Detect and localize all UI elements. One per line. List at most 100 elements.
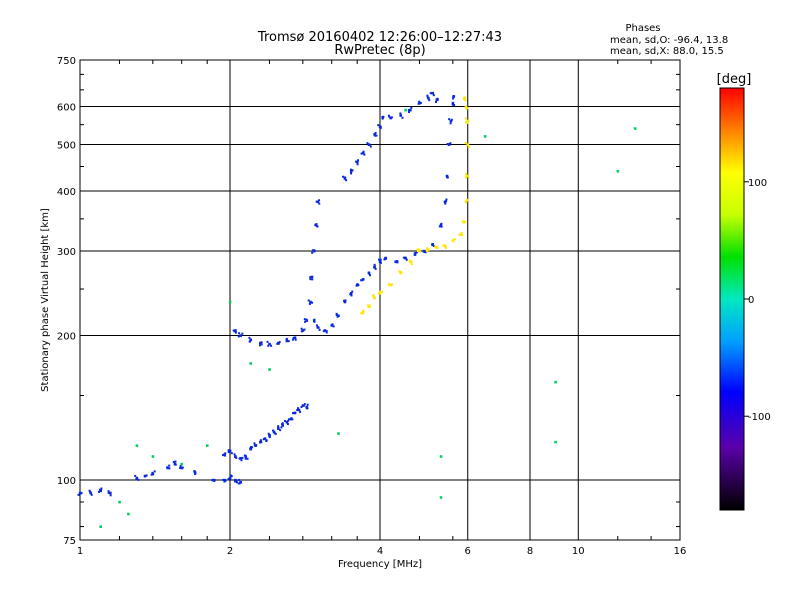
data-point [153,470,156,473]
data-point [463,98,466,101]
data-point [424,251,427,254]
data-point [277,426,280,429]
data-point [239,457,242,460]
phase-info-x: mean, sd,X: 88.0, 15.5 [610,46,724,57]
data-point [166,466,169,469]
data-point [426,95,429,98]
data-point [222,454,225,457]
data-point [402,256,405,259]
phase-info-title: Phases [625,23,660,34]
data-point [318,202,321,205]
data-point [259,344,262,347]
y-tick-label: 400 [57,187,76,198]
data-point [419,101,422,104]
data-point [435,101,438,104]
data-point [315,200,318,203]
data-point [265,440,268,443]
data-point [391,283,394,286]
phase-info-o: mean, sd,O: -96.4, 13.8 [610,35,728,46]
chart-title: Tromsø 20160402 12:26:00–12:27:43 [257,30,502,45]
data-point [418,249,421,253]
data-point [460,231,463,234]
data-point [410,260,413,263]
data-point [357,159,360,162]
data-point [107,491,110,494]
data-point [465,174,469,178]
data-point [227,449,230,452]
data-point [303,403,306,406]
data-point [228,476,232,480]
data-point [443,200,447,204]
data-point [350,294,353,297]
data-point [145,474,148,477]
data-point [367,271,370,274]
data-point [311,251,314,254]
data-point [343,299,346,302]
data-point [446,143,449,146]
data-point [356,163,359,166]
data-point [291,418,294,421]
data-point [151,471,154,474]
data-point [464,142,467,145]
data-point [449,122,452,125]
data-point [429,92,432,95]
data-point [235,481,238,484]
data-point [427,248,430,252]
data-point [228,300,232,304]
data-point [109,491,112,495]
data-point [442,244,445,247]
colorbar-tick-label: 0 [748,295,754,306]
data-point [466,121,469,124]
data-point [230,452,233,455]
data-point [272,429,275,432]
data-point [378,258,381,261]
data-point [351,169,354,172]
colorbar-tick-label: -100 [748,412,771,423]
data-point [355,160,358,163]
data-point [404,256,407,259]
data-point [90,493,93,496]
data-point [453,238,456,241]
data-point [248,340,251,343]
data-point [315,324,318,327]
data-point [260,343,263,346]
data-point [426,248,429,251]
x-tick-label: 6 [465,546,471,557]
data-point [413,252,416,255]
data-point [234,331,237,334]
data-point [415,251,418,254]
data-point [389,116,392,120]
data-point [401,116,404,119]
data-point [240,459,243,462]
data-point [249,338,253,342]
data-point [343,177,347,180]
data-point [267,432,270,435]
data-point [373,266,376,269]
data-point [351,290,354,293]
data-point [366,142,369,145]
data-point [174,463,177,466]
data-point [464,176,467,179]
data-point [465,117,468,120]
colorbar-label: [deg] [717,72,752,87]
data-point [452,239,455,242]
data-point [308,302,311,305]
data-point [413,253,417,256]
data-point [168,467,171,470]
data-point [246,457,249,460]
data-point [107,490,110,493]
data-point [428,99,431,102]
data-point [278,341,281,344]
data-point [262,438,265,441]
data-point [303,318,306,321]
data-point [372,295,375,298]
data-point [179,466,182,469]
data-point [362,278,365,281]
data-point [438,225,441,228]
y-tick-label: 750 [57,56,76,67]
data-point [366,304,369,307]
data-point [409,260,412,264]
data-point [381,117,384,120]
data-point [291,338,294,341]
data-point [313,249,316,252]
